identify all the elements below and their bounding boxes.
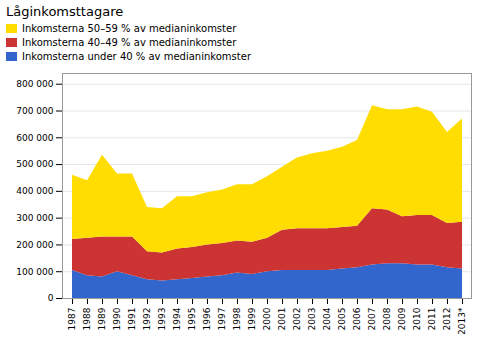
svg-text:1994: 1994 bbox=[172, 307, 182, 330]
svg-text:2007: 2007 bbox=[367, 308, 377, 331]
svg-text:1987: 1987 bbox=[67, 308, 77, 331]
svg-text:2013*: 2013* bbox=[457, 307, 467, 334]
svg-text:1992: 1992 bbox=[142, 308, 152, 331]
svg-text:1993: 1993 bbox=[157, 308, 167, 331]
svg-text:1990: 1990 bbox=[112, 307, 122, 330]
svg-text:2008: 2008 bbox=[382, 307, 392, 330]
svg-text:2002: 2002 bbox=[292, 308, 302, 331]
svg-text:1996: 1996 bbox=[202, 307, 212, 330]
svg-text:2000: 2000 bbox=[262, 307, 272, 330]
svg-text:100 000: 100 000 bbox=[16, 267, 53, 277]
svg-text:500 000: 500 000 bbox=[16, 159, 53, 169]
svg-text:1988: 1988 bbox=[82, 307, 92, 330]
svg-text:1999: 1999 bbox=[247, 307, 257, 330]
svg-text:1998: 1998 bbox=[232, 307, 242, 330]
svg-text:300 000: 300 000 bbox=[16, 213, 53, 223]
svg-text:2010: 2010 bbox=[412, 307, 422, 330]
svg-text:2009: 2009 bbox=[397, 307, 407, 330]
svg-text:200 000: 200 000 bbox=[16, 240, 53, 250]
svg-text:1995: 1995 bbox=[187, 308, 197, 331]
svg-text:2004: 2004 bbox=[322, 307, 332, 330]
svg-text:700 000: 700 000 bbox=[16, 106, 53, 116]
html-text:Inkomsterna 50–59 % av mediani: Inkomsterna 50–59 % av medianinkomster bbox=[22, 23, 237, 34]
svg-text:2011: 2011 bbox=[427, 308, 437, 331]
html-text:Låginkomsttagare: Låginkomsttagare bbox=[6, 4, 124, 19]
svg-text:0: 0 bbox=[48, 293, 54, 303]
svg-text:2005: 2005 bbox=[337, 308, 347, 331]
svg-text:1989: 1989 bbox=[97, 307, 107, 330]
svg-text:1997: 1997 bbox=[217, 308, 227, 331]
svg-text:2003: 2003 bbox=[307, 308, 317, 331]
svg-text:800 000: 800 000 bbox=[16, 79, 53, 89]
svg-text:400 000: 400 000 bbox=[16, 186, 53, 196]
svg-text:2006: 2006 bbox=[352, 307, 362, 330]
html-text:Inkomsterna 40–49 % av mediani: Inkomsterna 40–49 % av medianinkomster bbox=[22, 37, 237, 48]
svg-text:2012: 2012 bbox=[442, 308, 452, 331]
svg-text:600 000: 600 000 bbox=[16, 133, 53, 143]
svg-text:1991: 1991 bbox=[127, 308, 137, 331]
svg-text:2001: 2001 bbox=[277, 308, 287, 331]
html-text:Inkomsterna under 40 % av medi: Inkomsterna under 40 % av medianinkomste… bbox=[22, 51, 251, 62]
